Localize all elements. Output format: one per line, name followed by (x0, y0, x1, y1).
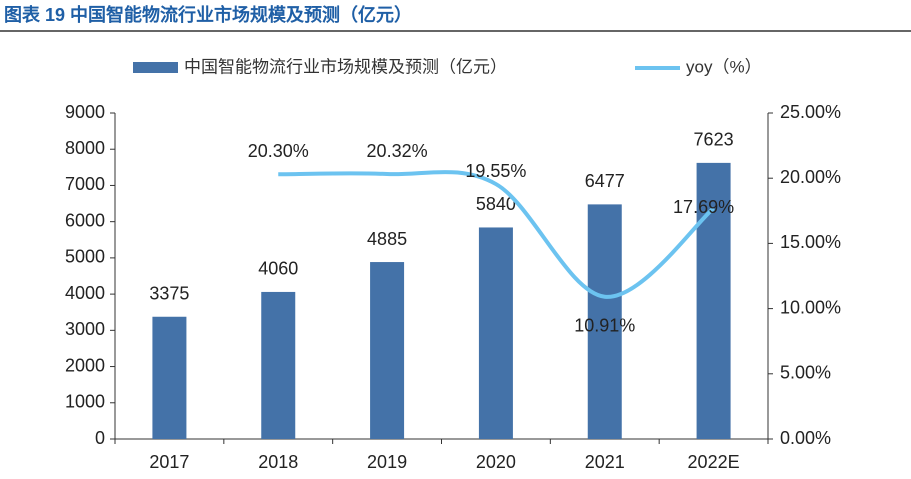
legend-label: 中国智能物流行业市场规模及预测（亿元） (184, 57, 507, 76)
bar-label: 3375 (149, 284, 189, 304)
y-tick-label: 1000 (65, 392, 105, 412)
legend-swatch (133, 62, 178, 73)
y-tick-label: 4000 (65, 283, 105, 303)
line-label: 20.32% (367, 141, 428, 161)
chart-title: 图表 19 中国智能物流行业市场规模及预测（亿元） (4, 4, 412, 25)
bar-label: 4060 (258, 259, 298, 279)
line-label: 17.69% (673, 197, 734, 217)
x-tick-label: 2018 (258, 452, 298, 472)
bar-label: 6477 (585, 171, 625, 191)
bar (587, 204, 622, 439)
y2-tick-label: 15.00% (780, 232, 841, 252)
x-tick-label: 2021 (585, 452, 625, 472)
x-tick-label: 2020 (476, 452, 516, 472)
line-label: 19.55% (465, 161, 526, 181)
legend-label: yoy（%） (686, 57, 762, 76)
bar-label: 7623 (694, 130, 734, 150)
bar (478, 227, 513, 439)
line (278, 169, 715, 299)
bar-label: 4885 (367, 229, 407, 249)
y-tick-label: 7000 (65, 174, 105, 194)
bar-label: 5840 (476, 194, 516, 214)
y2-tick-label: 20.00% (780, 167, 841, 187)
x-tick-label: 2019 (367, 452, 407, 472)
y2-tick-label: 5.00% (780, 363, 831, 383)
y-tick-label: 6000 (65, 210, 105, 230)
line-label: 10.91% (574, 315, 635, 335)
y-tick-label: 8000 (65, 138, 105, 158)
x-tick-label: 2022E (688, 452, 740, 472)
y2-tick-label: 25.00% (780, 102, 841, 122)
y2-tick-label: 0.00% (780, 428, 831, 448)
y-tick-label: 0 (95, 428, 105, 448)
y-tick-label: 5000 (65, 247, 105, 267)
line-label: 20.30% (248, 141, 309, 161)
y2-tick-label: 10.00% (780, 297, 841, 317)
y-tick-label: 3000 (65, 319, 105, 339)
bar (370, 262, 405, 439)
x-tick-label: 2017 (149, 452, 189, 472)
y-tick-label: 2000 (65, 355, 105, 375)
bar (261, 291, 296, 439)
bar (152, 316, 187, 439)
y-tick-label: 9000 (65, 102, 105, 122)
